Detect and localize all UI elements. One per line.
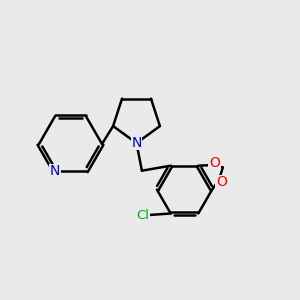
- Text: O: O: [209, 156, 220, 170]
- Text: N: N: [131, 136, 142, 149]
- Text: N: N: [50, 164, 60, 178]
- Text: Cl: Cl: [136, 208, 149, 221]
- Text: O: O: [216, 176, 227, 189]
